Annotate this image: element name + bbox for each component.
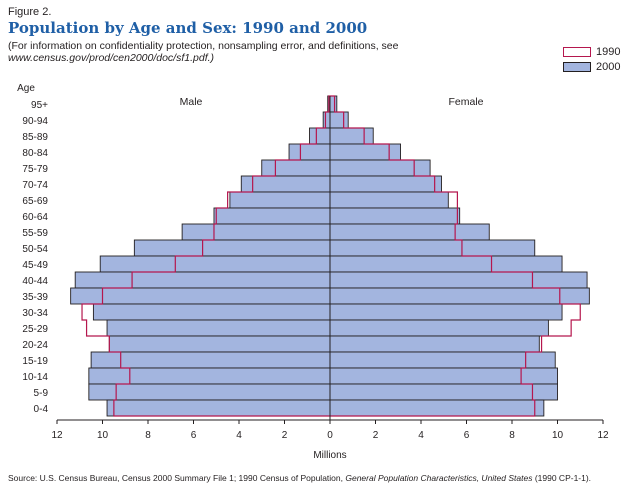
chart-title: Population by Age and Sex: 1990 and 2000 [8, 19, 368, 37]
bar-2000-female-55-59 [329, 223, 490, 241]
legend-swatch-2000 [563, 62, 591, 72]
bar-2000-female-15-19 [329, 351, 556, 369]
bar-2000-male-40-44 [74, 271, 331, 289]
bar-2000-male-60-64 [213, 207, 331, 225]
age-label-30-34: 30-34 [22, 308, 48, 319]
legend-item-1990: 1990 [563, 45, 620, 59]
outline-1990-male [81, 95, 330, 417]
age-label-40-44: 40-44 [22, 276, 48, 287]
bar-2000-male-70-74 [240, 175, 331, 193]
age-label-20-24: 20-24 [22, 340, 48, 351]
bar-2000-female-70-74 [329, 175, 442, 193]
legend-item-2000: 2000 [563, 60, 620, 74]
legend: 1990 2000 [563, 45, 620, 75]
bar-2000-female-90-94 [329, 111, 349, 129]
bar-2000-female-20-24 [329, 335, 540, 353]
x-tick-label-1: 10 [97, 430, 109, 441]
bar-2000-male-10-14 [88, 367, 331, 385]
bar-2000-female-25-29 [329, 319, 549, 337]
age-label-0-4: 0-4 [34, 404, 49, 415]
x-axis-title: Millions [313, 450, 346, 461]
bar-2000-female-35-39 [329, 287, 590, 305]
legend-label-1990: 1990 [596, 46, 621, 58]
age-label-25-29: 25-29 [22, 324, 48, 335]
age-label-95+: 95+ [31, 100, 48, 111]
bar-2000-female-40-44 [329, 271, 588, 289]
bar-2000-male-65-69 [229, 191, 331, 209]
female-label: Female [448, 96, 483, 108]
age-label-60-64: 60-64 [22, 212, 48, 223]
bar-2000-male-85-89 [309, 127, 331, 145]
bar-2000-male-35-39 [70, 287, 331, 305]
male-label: Male [180, 96, 203, 108]
x-tick-label-3: 6 [191, 430, 197, 441]
bar-2000-male-55-59 [181, 223, 331, 241]
source-note: Source: U.S. Census Bureau, Census 2000 … [8, 473, 591, 483]
age-label-85-89: 85-89 [22, 132, 48, 143]
legend-label-2000: 2000 [596, 61, 621, 73]
age-label-75-79: 75-79 [22, 164, 48, 175]
bar-2000-female-65-69 [329, 191, 449, 209]
bar-2000-female-75-79 [329, 159, 431, 177]
bar-2000-female-50-54 [329, 239, 536, 257]
bar-2000-female-10-14 [329, 367, 558, 385]
age-label-5-9: 5-9 [34, 388, 49, 399]
bar-2000-male-0-4 [106, 399, 331, 417]
bar-2000-male-75-79 [261, 159, 331, 177]
x-tick-label-6: 0 [327, 430, 333, 441]
x-tick-label-7: 2 [373, 430, 379, 441]
x-tick-label-9: 6 [464, 430, 470, 441]
outline-1990-female [330, 95, 581, 417]
age-label-55-59: 55-59 [22, 228, 48, 239]
bar-2000-female-45-49 [329, 255, 563, 273]
figure-label: Figure 2. [8, 6, 52, 18]
age-label-15-19: 15-19 [22, 356, 48, 367]
bar-2000-male-15-19 [90, 351, 331, 369]
source-suffix: (1990 CP-1-1). [532, 473, 592, 483]
age-label-90-94: 90-94 [22, 116, 48, 127]
age-label-50-54: 50-54 [22, 244, 48, 255]
age-label-45-49: 45-49 [22, 260, 48, 271]
bar-2000-female-5-9 [329, 383, 558, 401]
x-tick-label-12: 12 [597, 430, 609, 441]
bar-2000-male-50-54 [133, 239, 331, 257]
bar-2000-female-60-64 [329, 207, 461, 225]
bar-2000-male-20-24 [108, 335, 331, 353]
bar-2000-female-85-89 [329, 127, 374, 145]
age-label-10-14: 10-14 [22, 372, 48, 383]
subtitle-url: www.census.gov/prod/cen2000/doc/sf1.pdf.… [8, 52, 215, 64]
x-tick-label-2: 8 [145, 430, 151, 441]
source-prefix: Source: U.S. Census Bureau, Census 2000 … [8, 473, 346, 483]
x-tick-label-4: 4 [236, 430, 242, 441]
bar-2000-male-30-34 [92, 303, 331, 321]
x-tick-label-10: 8 [509, 430, 515, 441]
x-tick-label-11: 10 [552, 430, 564, 441]
pyramid-chart: 95+ 90-94 85-89 80-84 75-79 70-74 65-69 60-64 55… [17, 83, 609, 461]
chart-subtitle: (For information on confidentiality prot… [8, 40, 398, 64]
x-tick-label-0: 12 [51, 430, 63, 441]
x-tick-label-8: 4 [418, 430, 424, 441]
age-label-65-69: 65-69 [22, 196, 48, 207]
age-label-35-39: 35-39 [22, 292, 48, 303]
y-axis-title: Age [17, 83, 35, 94]
bar-2000-male-45-49 [99, 255, 331, 273]
source-publication: General Population Characteristics, Unit… [345, 473, 533, 483]
bar-2000-male-25-29 [106, 319, 331, 337]
age-label-70-74: 70-74 [22, 180, 48, 191]
bar-2000-male-80-84 [288, 143, 331, 161]
x-tick-label-5: 2 [282, 430, 288, 441]
subtitle-line-1: (For information on confidentiality prot… [8, 40, 399, 52]
bar-2000-female-0-4 [329, 399, 545, 417]
bar-2000-male-90-94 [322, 111, 331, 129]
legend-swatch-1990 [563, 47, 591, 57]
bar-2000-female-95+ [329, 95, 338, 113]
bar-2000-female-80-84 [329, 143, 401, 161]
bar-2000-female-30-34 [329, 303, 563, 321]
bar-2000-male-5-9 [88, 383, 331, 401]
age-label-80-84: 80-84 [22, 148, 48, 159]
